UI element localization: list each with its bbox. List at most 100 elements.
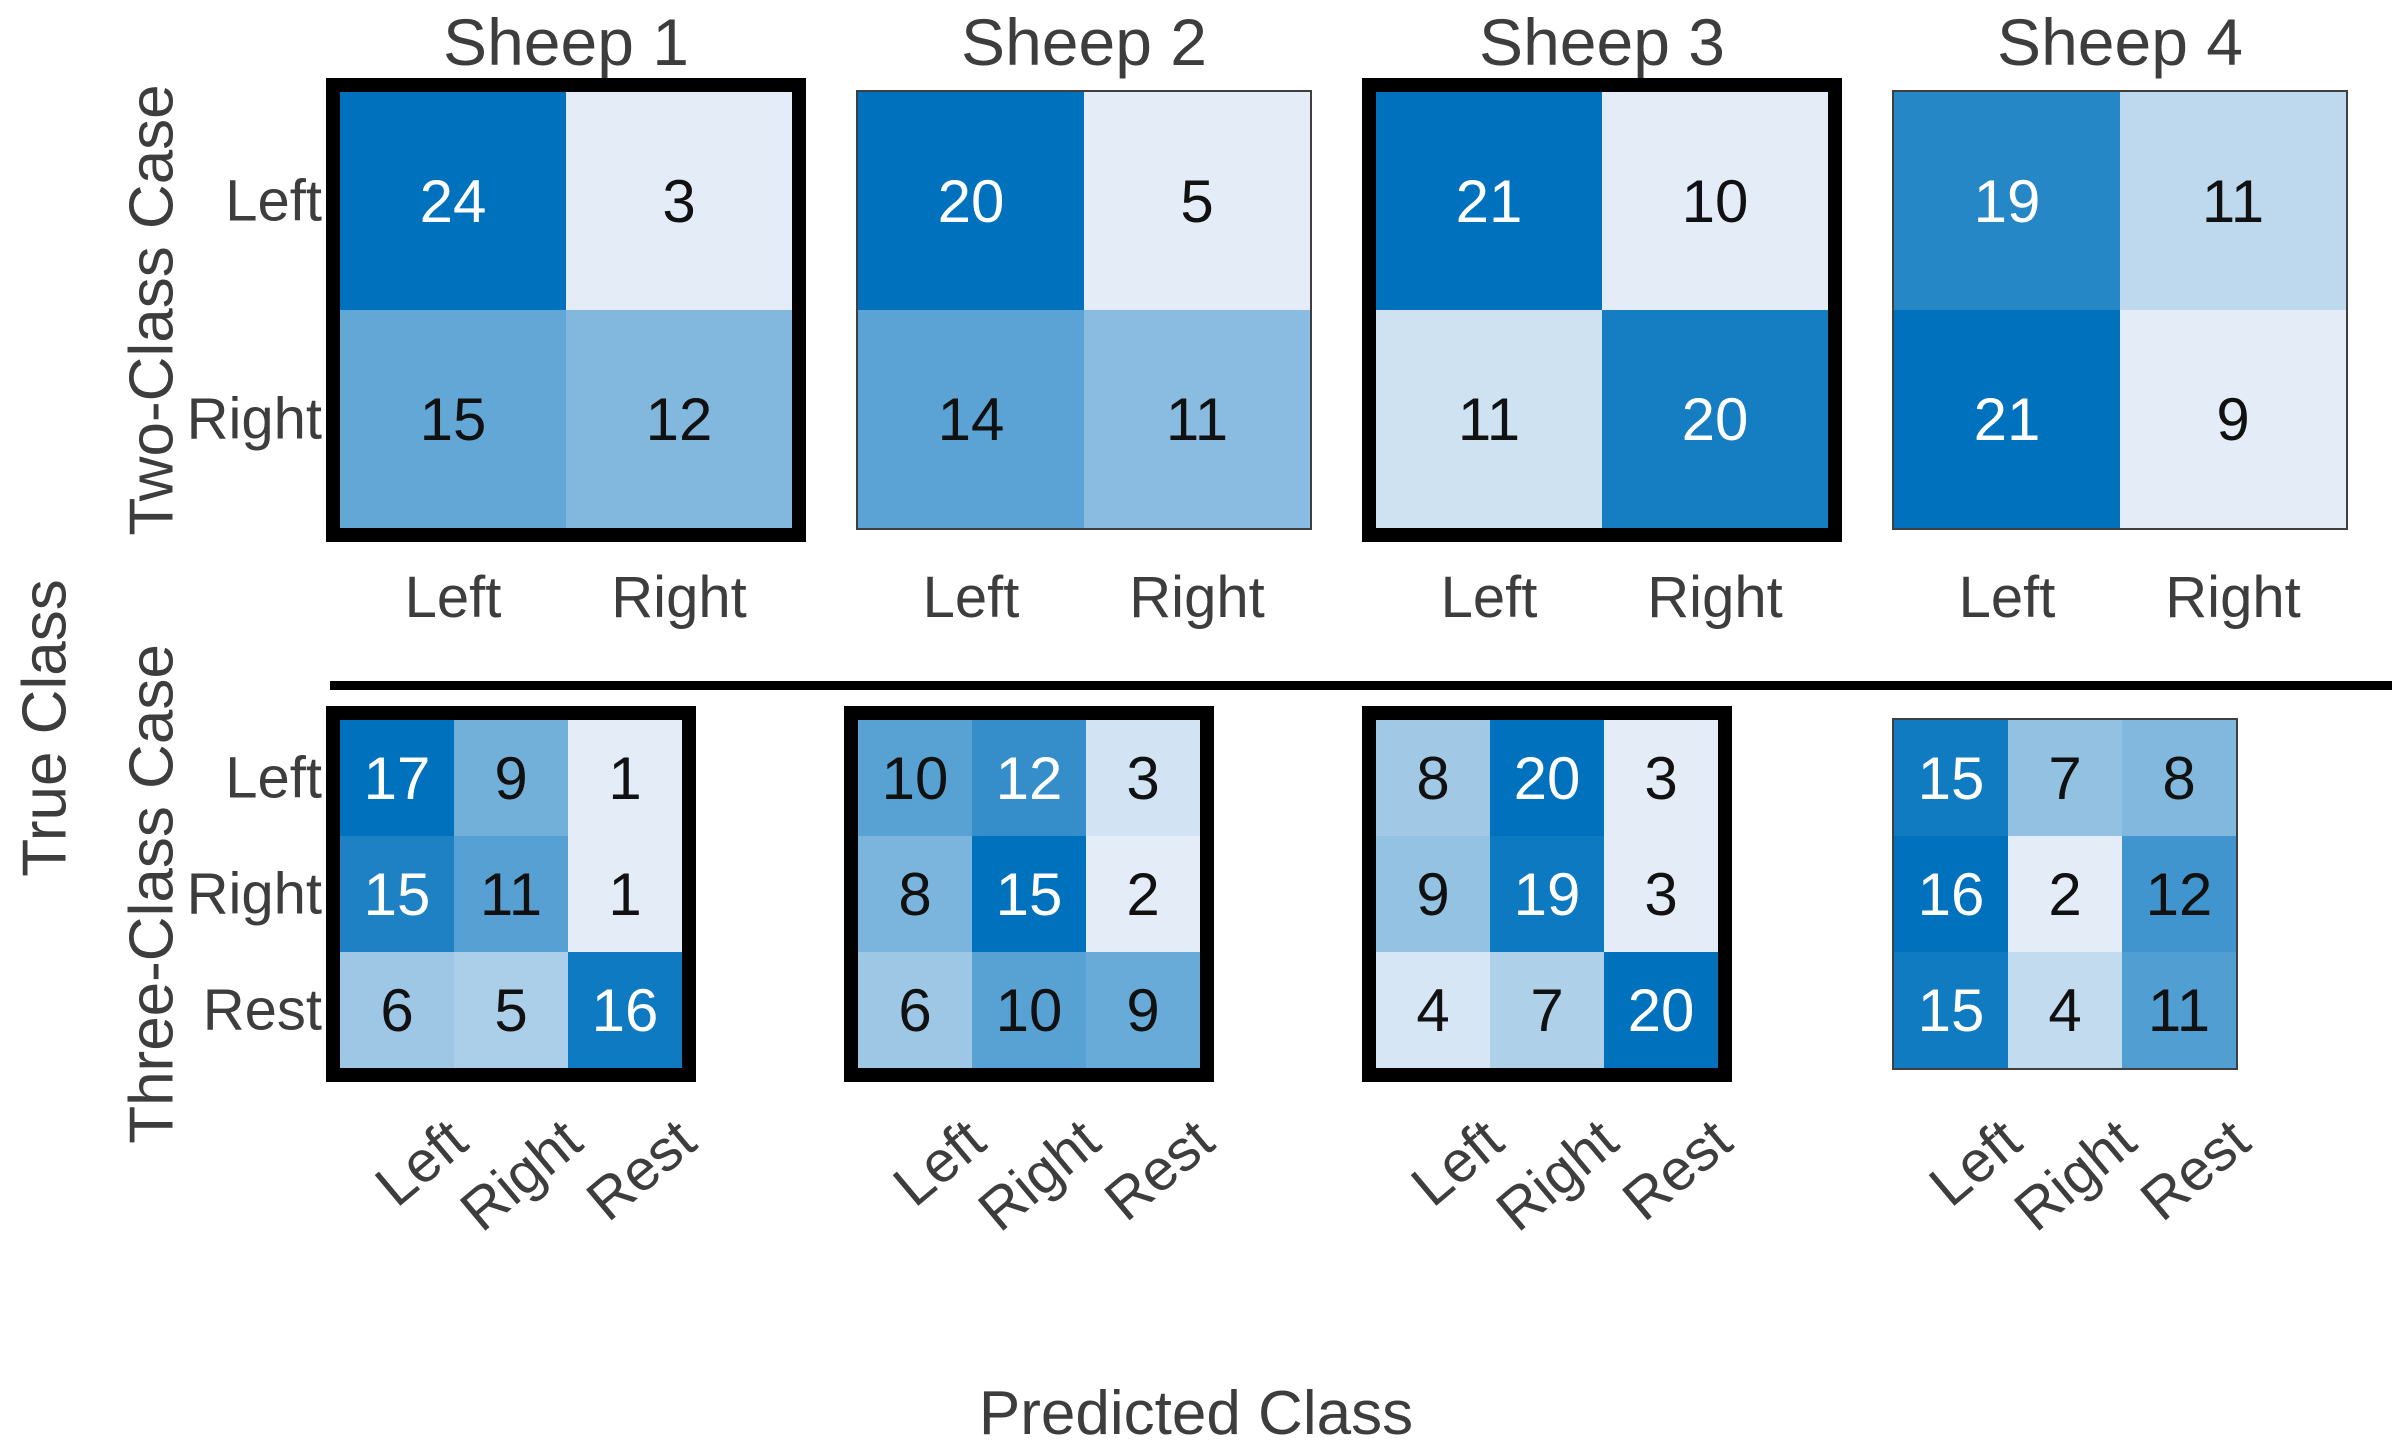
matrix-cell: 10 (1602, 92, 1828, 310)
matrix-cell-value: 3 (1644, 744, 1678, 812)
matrix-cell-value: 11 (1165, 385, 1229, 453)
matrix-cell: 5 (454, 952, 568, 1068)
matrix-cell: 12 (972, 720, 1086, 836)
heatmap-three-class-case-sheep-1: 17 9 1 15 11 1 6 5 16 (326, 706, 696, 1082)
x-tick-label: Rest (1092, 1106, 1226, 1234)
matrix-cell-value: 8 (1416, 744, 1450, 812)
matrix-cell-value: 1 (608, 744, 642, 812)
matrix-cell: 21 (1894, 310, 2120, 528)
matrix-cell: 9 (1086, 952, 1200, 1068)
matrix-cell: 19 (1894, 92, 2120, 310)
matrix-cell-value: 24 (419, 167, 487, 235)
matrix-cell: 1 (568, 720, 682, 836)
matrix-cell: 15 (340, 836, 454, 952)
y-tick-label: Right (186, 386, 322, 452)
matrix-cell-value: 9 (1126, 976, 1160, 1044)
matrix-cell-value: 10 (1681, 167, 1749, 235)
matrix-cell: 9 (1376, 836, 1490, 952)
matrix-cell-value: 16 (1917, 860, 1985, 928)
x-tick-label: Right (1483, 1106, 1630, 1244)
matrix-cell-value: 4 (2048, 976, 2082, 1044)
matrix-cell-value: 15 (1917, 744, 1985, 812)
x-tick-label: Right (2001, 1106, 2148, 1244)
matrix-cell-value: 11 (2147, 976, 2211, 1044)
matrix-cell: 15 (340, 310, 566, 528)
row-case-label-two-class: Two-Class Case (117, 84, 187, 536)
matrix-cell-value: 5 (1180, 167, 1214, 235)
matrix-cell: 11 (454, 836, 568, 952)
matrix-cell: 20 (858, 92, 1084, 310)
matrix-cell-value: 12 (2145, 860, 2213, 928)
matrix-cell-value: 14 (937, 385, 1005, 453)
matrix-cell-value: 15 (1917, 976, 1985, 1044)
matrix-cell: 20 (1602, 310, 1828, 528)
matrix-cell: 11 (1084, 310, 1310, 528)
y-tick-label: Rest (202, 977, 322, 1043)
matrix-cell-value: 3 (662, 167, 696, 235)
col-title-sheep-4: Sheep 4 (1997, 5, 2243, 79)
matrix-cell-value: 19 (1973, 167, 2041, 235)
matrix-cell-value: 20 (1627, 976, 1695, 1044)
y-tick-label: Left (225, 745, 322, 811)
matrix-cell-value: 1 (608, 860, 642, 928)
col-title-sheep-1: Sheep 1 (443, 5, 689, 79)
heatmap-three-class-case-sheep-4: 15 7 8 16 2 12 15 4 11 (1892, 718, 2238, 1070)
y-tick-label: Left (225, 168, 322, 234)
matrix-cell: 9 (454, 720, 568, 836)
matrix-cell: 17 (340, 720, 454, 836)
case-divider-line (330, 681, 2392, 690)
matrix-cell: 19 (1490, 836, 1604, 952)
matrix-cell-value: 12 (645, 385, 713, 453)
matrix-cell: 2 (1086, 836, 1200, 952)
matrix-cell: 3 (1086, 720, 1200, 836)
matrix-cell-value: 11 (2201, 167, 2265, 235)
matrix-cell-value: 8 (898, 860, 932, 928)
x-tick-label: Rest (574, 1106, 708, 1234)
heatmap-three-class-case-sheep-3: 8 20 3 9 19 3 4 7 20 (1362, 706, 1732, 1082)
matrix-cell: 8 (1376, 720, 1490, 836)
x-tick-label: Right (1647, 565, 1783, 630)
matrix-cell-value: 11 (1457, 385, 1521, 453)
matrix-cell-value: 5 (494, 976, 528, 1044)
x-tick-label: Right (447, 1106, 594, 1244)
x-tick-label: Right (1129, 565, 1265, 630)
heatmap-two-class-case-sheep-1: 24 3 15 12 (326, 78, 806, 542)
matrix-cell: 8 (2122, 720, 2236, 836)
matrix-cell-value: 11 (479, 860, 543, 928)
matrix-cell: 8 (858, 836, 972, 952)
y-axis-label: True Class (10, 579, 80, 877)
matrix-cell-value: 15 (363, 860, 431, 928)
col-title-sheep-2: Sheep 2 (961, 5, 1207, 79)
matrix-cell: 15 (972, 836, 1086, 952)
matrix-cell: 1 (568, 836, 682, 952)
matrix-cell-value: 2 (1126, 860, 1160, 928)
matrix-cell: 21 (1376, 92, 1602, 310)
matrix-cell: 14 (858, 310, 1084, 528)
matrix-cell: 7 (2008, 720, 2122, 836)
matrix-cell-value: 6 (898, 976, 932, 1044)
matrix-cell-value: 7 (1530, 976, 1564, 1044)
matrix-cell: 4 (1376, 952, 1490, 1068)
matrix-cell-value: 3 (1126, 744, 1160, 812)
heatmap-two-class-case-sheep-4: 19 11 21 9 (1892, 90, 2348, 530)
matrix-cell-value: 20 (1513, 744, 1581, 812)
x-tick-label: Right (611, 565, 747, 630)
matrix-cell: 11 (2122, 952, 2236, 1068)
matrix-cell: 4 (2008, 952, 2122, 1068)
matrix-cell: 15 (1894, 720, 2008, 836)
matrix-cell-value: 3 (1644, 860, 1678, 928)
matrix-cell: 11 (1376, 310, 1602, 528)
matrix-cell-value: 17 (363, 744, 431, 812)
matrix-cell-value: 9 (494, 744, 528, 812)
matrix-cell-value: 10 (881, 744, 949, 812)
y-tick-label: Right (186, 861, 322, 927)
x-tick-label: Left (404, 565, 502, 630)
matrix-cell-value: 9 (1416, 860, 1450, 928)
matrix-cell: 10 (972, 952, 1086, 1068)
matrix-cell: 20 (1604, 952, 1718, 1068)
matrix-cell: 24 (340, 92, 566, 310)
heatmap-three-class-case-sheep-2: 10 12 3 8 15 2 6 10 9 (844, 706, 1214, 1082)
matrix-cell-value: 19 (1513, 860, 1581, 928)
matrix-cell-value: 6 (380, 976, 414, 1044)
